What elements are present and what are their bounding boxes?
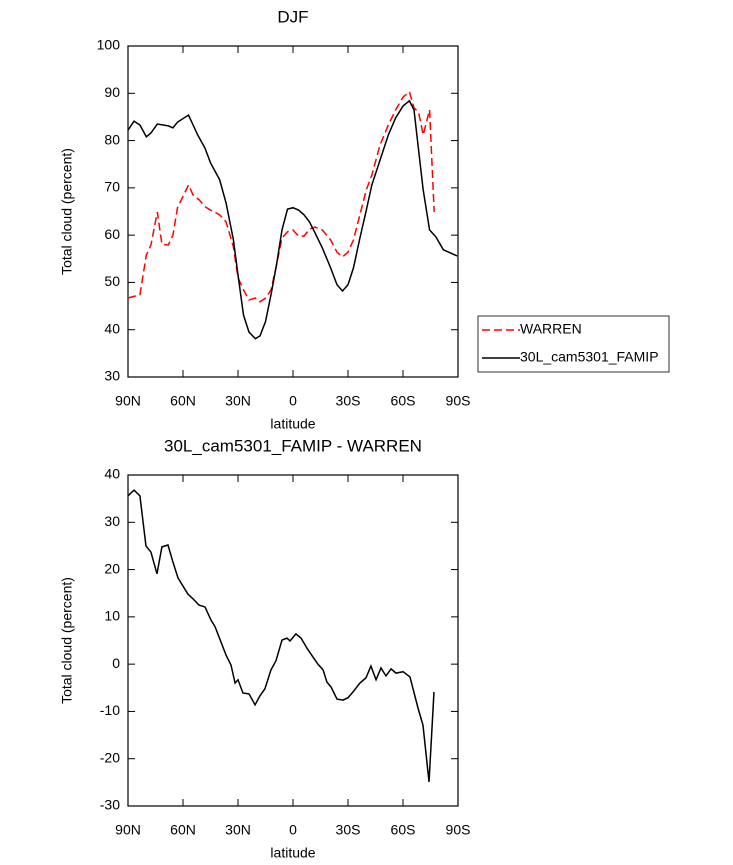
x-tick-label: 90N [115, 393, 141, 409]
y-tick-label: 90 [104, 84, 120, 100]
y-tick-label: 100 [97, 37, 121, 53]
plot-frame [127, 474, 459, 807]
y-axis-label: Total cloud (percent) [59, 577, 75, 704]
x-axis-label: latitude [270, 845, 315, 861]
x-tick-label: 90S [446, 393, 471, 409]
x-tick-label: 60N [170, 393, 196, 409]
y-tick-label: -30 [100, 797, 120, 813]
x-axis-label: latitude [270, 416, 315, 432]
x-tick-label: 60S [391, 822, 416, 838]
y-tick-label: 60 [104, 226, 120, 242]
y-tick-label: 40 [104, 320, 120, 336]
legend-label: WARREN [520, 321, 582, 337]
x-tick-label: 60N [170, 822, 196, 838]
chart-title: 30L_cam5301_FAMIP - WARREN [164, 436, 422, 455]
y-tick-label: 10 [104, 608, 120, 624]
y-axis-label: Total cloud (percent) [59, 148, 75, 275]
x-tick-label: 0 [289, 822, 297, 838]
x-tick-label: 90S [446, 822, 471, 838]
x-tick-label: 30S [336, 822, 361, 838]
y-tick-label: 30 [104, 368, 120, 384]
y-tick-label: 0 [112, 655, 120, 671]
y-tick-label: 20 [104, 560, 120, 576]
y-tick-label: 70 [104, 179, 120, 195]
y-tick-label: -10 [100, 702, 120, 718]
legend-label: 30L_cam5301_FAMIP [520, 349, 659, 365]
x-tick-label: 30N [225, 822, 251, 838]
legend-box [477, 315, 670, 373]
y-tick-label: 40 [104, 466, 120, 482]
x-tick-label: 60S [391, 393, 416, 409]
data-line [127, 99, 458, 340]
x-tick-label: 30S [336, 393, 361, 409]
chart-title: DJF [277, 7, 308, 26]
y-tick-label: 50 [104, 273, 120, 289]
data-line [127, 90, 435, 303]
y-tick-label: 80 [104, 131, 120, 147]
y-tick-label: 30 [104, 513, 120, 529]
data-line [127, 489, 435, 782]
x-tick-label: 30N [225, 393, 251, 409]
x-tick-label: 90N [115, 822, 141, 838]
y-tick-label: -20 [100, 749, 120, 765]
x-tick-label: 0 [289, 393, 297, 409]
